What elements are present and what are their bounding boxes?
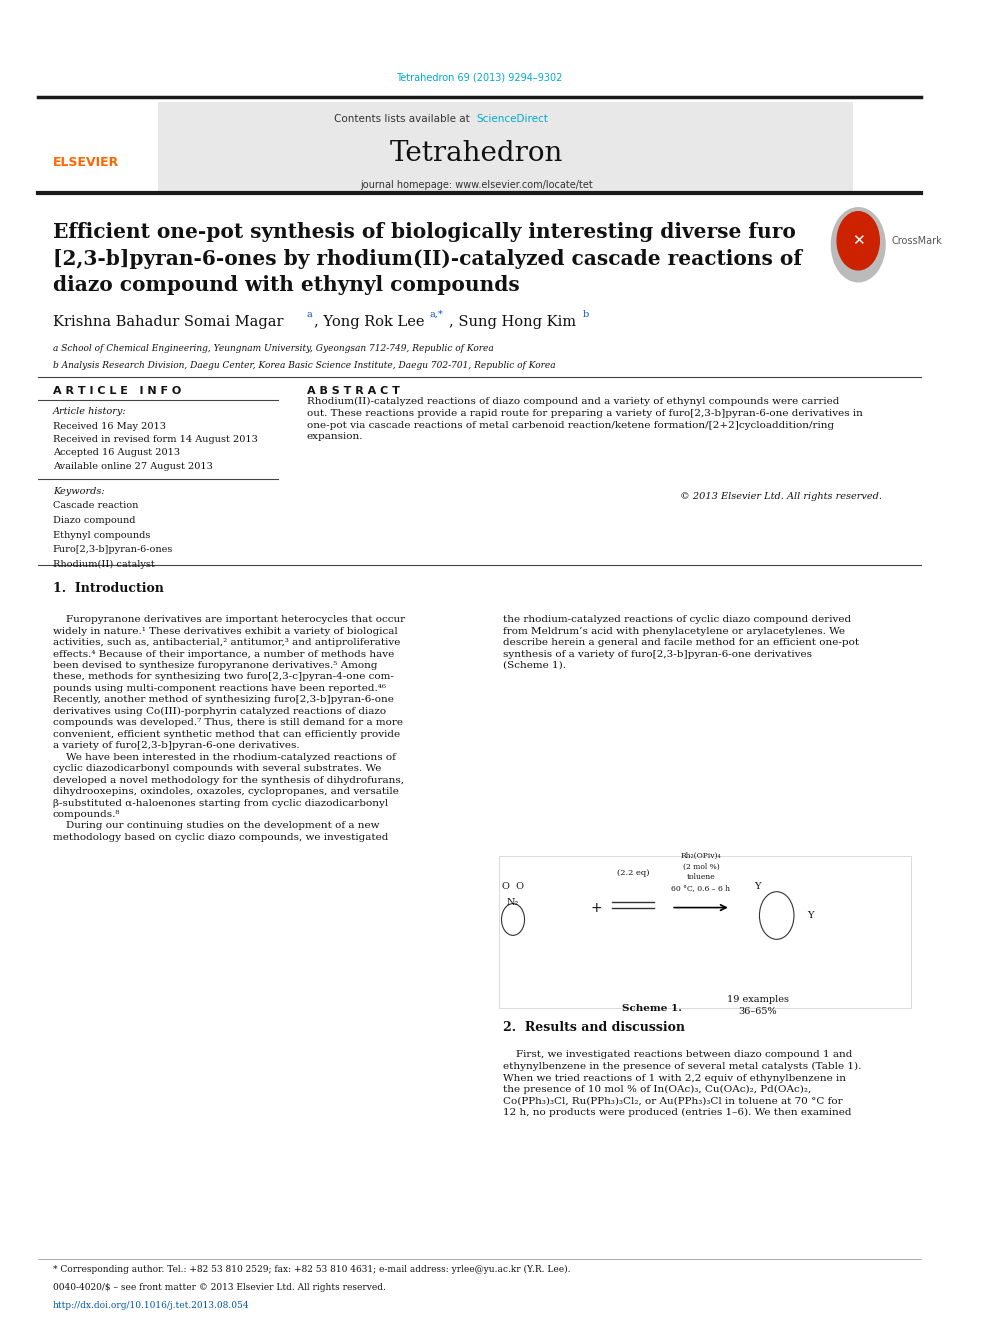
- Text: Contents lists available at: Contents lists available at: [334, 114, 476, 124]
- Text: Krishna Bahadur Somai Magar: Krishna Bahadur Somai Magar: [53, 315, 288, 329]
- Text: toluene: toluene: [686, 873, 715, 881]
- Text: © 2013 Elsevier Ltd. All rights reserved.: © 2013 Elsevier Ltd. All rights reserved…: [681, 492, 882, 501]
- Text: a,*: a,*: [430, 310, 443, 319]
- Text: Ethynyl compounds: Ethynyl compounds: [53, 531, 150, 540]
- Text: A B S T R A C T: A B S T R A C T: [307, 386, 400, 397]
- Text: 1.  Introduction: 1. Introduction: [53, 582, 164, 595]
- Text: (2 mol %): (2 mol %): [682, 863, 719, 871]
- Text: Scheme 1.: Scheme 1.: [622, 1004, 682, 1013]
- Text: Received in revised form 14 August 2013: Received in revised form 14 August 2013: [53, 435, 258, 445]
- Text: CrossMark: CrossMark: [892, 235, 942, 246]
- Text: , Yong Rok Lee: , Yong Rok Lee: [313, 315, 429, 329]
- Text: Furo[2,3-b]pyran-6-ones: Furo[2,3-b]pyran-6-ones: [53, 545, 174, 554]
- Text: +: +: [590, 901, 602, 914]
- Text: a: a: [307, 310, 312, 319]
- Text: ScienceDirect: ScienceDirect: [476, 114, 549, 124]
- Text: 0040-4020/$ – see front matter © 2013 Elsevier Ltd. All rights reserved.: 0040-4020/$ – see front matter © 2013 El…: [53, 1283, 386, 1293]
- Text: the rhodium-catalyzed reactions of cyclic diazo compound derived
from Meldrum’s : the rhodium-catalyzed reactions of cycli…: [503, 615, 859, 669]
- Circle shape: [837, 212, 879, 270]
- Text: Available online 27 August 2013: Available online 27 August 2013: [53, 462, 212, 471]
- Text: Tetrahedron 69 (2013) 9294–9302: Tetrahedron 69 (2013) 9294–9302: [396, 73, 562, 83]
- Text: N₂: N₂: [507, 898, 519, 906]
- Text: ELSEVIER: ELSEVIER: [53, 156, 119, 169]
- Text: diazo compound with ethynyl compounds: diazo compound with ethynyl compounds: [53, 275, 520, 295]
- Text: Rhodium(II) catalyst: Rhodium(II) catalyst: [53, 560, 155, 569]
- Text: 60 °C, 0.6 – 6 h: 60 °C, 0.6 – 6 h: [672, 884, 730, 892]
- FancyBboxPatch shape: [499, 856, 911, 1008]
- Text: [2,3-b]pyran-6-ones by rhodium(II)-catalyzed cascade reactions of: [2,3-b]pyran-6-ones by rhodium(II)-catal…: [53, 249, 802, 269]
- Text: Article history:: Article history:: [53, 407, 126, 417]
- Text: (2.2 eq): (2.2 eq): [617, 869, 649, 877]
- Text: http://dx.doi.org/10.1016/j.tet.2013.08.054: http://dx.doi.org/10.1016/j.tet.2013.08.…: [53, 1301, 249, 1310]
- Text: Efficient one-pot synthesis of biologically interesting diverse furo: Efficient one-pot synthesis of biologica…: [53, 222, 796, 242]
- Text: A R T I C L E   I N F O: A R T I C L E I N F O: [53, 386, 181, 397]
- Text: Rh₂(OPiv)₄: Rh₂(OPiv)₄: [681, 852, 721, 860]
- Text: First, we investigated reactions between diazo compound 1 and
ethynylbenzene in : First, we investigated reactions between…: [503, 1050, 862, 1117]
- Text: journal homepage: www.elsevier.com/locate/tet: journal homepage: www.elsevier.com/locat…: [360, 180, 593, 191]
- FancyBboxPatch shape: [39, 102, 158, 192]
- Text: Diazo compound: Diazo compound: [53, 516, 135, 525]
- Text: Received 16 May 2013: Received 16 May 2013: [53, 422, 166, 431]
- Text: Keywords:: Keywords:: [53, 487, 104, 496]
- Circle shape: [831, 208, 885, 282]
- Text: Furopyranone derivatives are important heterocycles that occur
widely in nature.: Furopyranone derivatives are important h…: [53, 615, 405, 841]
- Text: a School of Chemical Engineering, Yeungnam University, Gyeongsan 712-749, Republ: a School of Chemical Engineering, Yeungn…: [53, 344, 493, 353]
- Text: Tetrahedron: Tetrahedron: [390, 140, 563, 167]
- Text: Y: Y: [754, 882, 761, 890]
- Text: ✕: ✕: [852, 233, 865, 249]
- Text: Y: Y: [807, 912, 813, 919]
- Text: 19 examples: 19 examples: [726, 995, 789, 1004]
- Text: 36–65%: 36–65%: [738, 1007, 777, 1016]
- FancyBboxPatch shape: [39, 102, 853, 192]
- Text: b: b: [583, 310, 589, 319]
- Text: O  O: O O: [502, 882, 524, 890]
- Text: * Corresponding author. Tel.: +82 53 810 2529; fax: +82 53 810 4631; e-mail addr: * Corresponding author. Tel.: +82 53 810…: [53, 1265, 570, 1274]
- Text: , Sung Hong Kim: , Sung Hong Kim: [448, 315, 580, 329]
- Text: b Analysis Research Division, Daegu Center, Korea Basic Science Institute, Daegu: b Analysis Research Division, Daegu Cent…: [53, 361, 556, 370]
- Text: Cascade reaction: Cascade reaction: [53, 501, 138, 511]
- Text: Rhodium(II)-catalyzed reactions of diazo compound and a variety of ethynyl compo: Rhodium(II)-catalyzed reactions of diazo…: [307, 397, 863, 442]
- Text: Accepted 16 August 2013: Accepted 16 August 2013: [53, 448, 180, 458]
- Text: 2.  Results and discussion: 2. Results and discussion: [503, 1021, 685, 1035]
